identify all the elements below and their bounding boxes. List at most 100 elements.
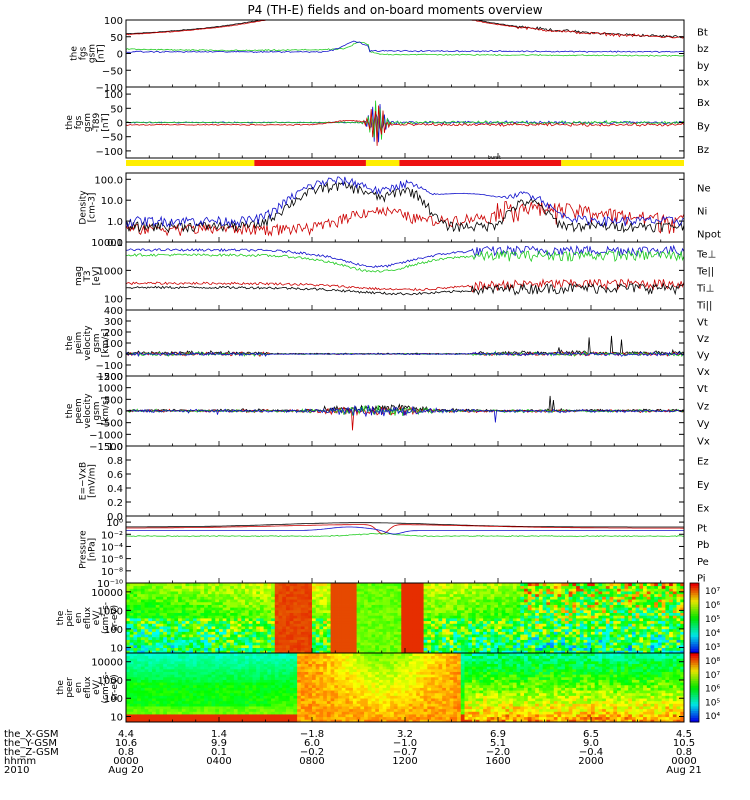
heatmap-cell (360, 634, 365, 638)
heatmap-cell (159, 682, 164, 686)
heatmap-cell (170, 687, 175, 691)
heatmap-cell (438, 626, 443, 630)
heatmap-cell (602, 596, 607, 600)
heatmap-cell (475, 634, 480, 638)
heatmap-cell (631, 631, 637, 635)
heatmap-cell (408, 644, 413, 649)
heatmap-cell (315, 623, 320, 627)
heatmap-cell (140, 650, 145, 654)
heatmap-cell (382, 639, 387, 643)
heatmap-cell (282, 591, 287, 595)
heatmap-cell (189, 668, 194, 672)
heatmap-cell (297, 647, 302, 651)
heatmap-cell (237, 596, 242, 600)
heatmap-cell (423, 583, 428, 587)
heatmap-cell (423, 599, 428, 603)
heatmap-cell (178, 583, 183, 587)
heatmap-cell (297, 628, 302, 632)
heatmap-cell (144, 703, 149, 707)
heatmap-cell (386, 626, 391, 630)
heatmap-cell (360, 631, 365, 635)
heatmap-cell (226, 642, 231, 646)
series-density-0 (125, 201, 685, 237)
heatmap-cell (155, 639, 160, 643)
heatmap-cell (665, 620, 670, 624)
heatmap-cell (382, 642, 387, 646)
heatmap-cell (300, 623, 305, 627)
heatmap-cell (631, 596, 637, 600)
heatmap-cell (680, 644, 685, 649)
heatmap-cell (345, 642, 350, 646)
heatmap-cell (393, 650, 398, 654)
heatmap-cell (401, 609, 406, 614)
heatmap-cell (256, 601, 261, 605)
heatmap-cell (591, 591, 596, 595)
heatmap-cell (192, 596, 198, 600)
heatmap-cell (434, 639, 439, 643)
heatmap-cell (267, 585, 272, 589)
heatmap-cell (635, 583, 640, 587)
heatmap-cell (520, 615, 525, 619)
heatmap-cell (453, 585, 458, 589)
heatmap-cell (486, 650, 491, 654)
heatmap-cell (323, 618, 328, 622)
heatmap-cell (159, 692, 164, 696)
heatmap-cell (319, 601, 324, 605)
heatmap-cell (464, 644, 469, 649)
heatmap-cell (137, 639, 142, 643)
heatmap-cell (390, 599, 395, 603)
heatmap-cell (486, 588, 491, 592)
heatmap-cell (364, 642, 369, 646)
heatmap-cell (252, 615, 257, 619)
heatmap-cell (178, 660, 183, 665)
heatmap-cell (148, 607, 153, 611)
heatmap-cell (237, 612, 242, 616)
heatmap-cell (192, 687, 198, 691)
heatmap-cell (550, 615, 555, 619)
heatmap-cell (531, 636, 536, 640)
heatmap-cell (338, 644, 343, 649)
heatmap-cell (531, 626, 536, 630)
heatmap-cell (282, 588, 287, 592)
heatmap-cell (613, 585, 618, 589)
heatmap-cell (505, 588, 510, 592)
heatmap-cell (661, 636, 666, 640)
heatmap-cell (631, 601, 637, 605)
heatmap-cell (278, 644, 283, 649)
heatmap-cell (453, 644, 458, 649)
heatmap-cell (323, 585, 328, 589)
heatmap-cell (412, 636, 417, 640)
heatmap-cell (419, 609, 424, 614)
heatmap-cell (189, 684, 194, 688)
heatmap-cell (271, 585, 276, 589)
heatmap-cell (475, 626, 480, 630)
heatmap-cell (334, 596, 339, 600)
heatmap-cell (445, 596, 451, 600)
heatmap-cell (505, 647, 510, 651)
heatmap-cell (624, 599, 629, 603)
heatmap-cell (468, 591, 473, 595)
heatmap-cell (434, 642, 439, 646)
heatmap-cell (267, 583, 272, 587)
heatmap-cell (438, 623, 443, 627)
heatmap-cell (564, 612, 570, 616)
heatmap-cell (494, 644, 499, 649)
heatmap-cell (416, 593, 421, 597)
heatmap-cell (378, 639, 384, 643)
heatmap-cell (583, 585, 588, 589)
heatmap-cell (137, 618, 142, 622)
heatmap-cell (215, 642, 220, 646)
heatmap-cell (431, 650, 436, 654)
heatmap-cell (152, 647, 157, 651)
heatmap-cell (204, 716, 209, 720)
heatmap-cell (196, 714, 201, 718)
heatmap-cell (129, 620, 134, 624)
heatmap-cell (468, 588, 473, 592)
heatmap-cell (345, 639, 350, 643)
heatmap-cell (181, 626, 186, 630)
heatmap-cell (405, 644, 410, 649)
heatmap-cell (628, 604, 633, 608)
heatmap-cell (192, 593, 198, 597)
heatmap-cell (304, 612, 309, 616)
